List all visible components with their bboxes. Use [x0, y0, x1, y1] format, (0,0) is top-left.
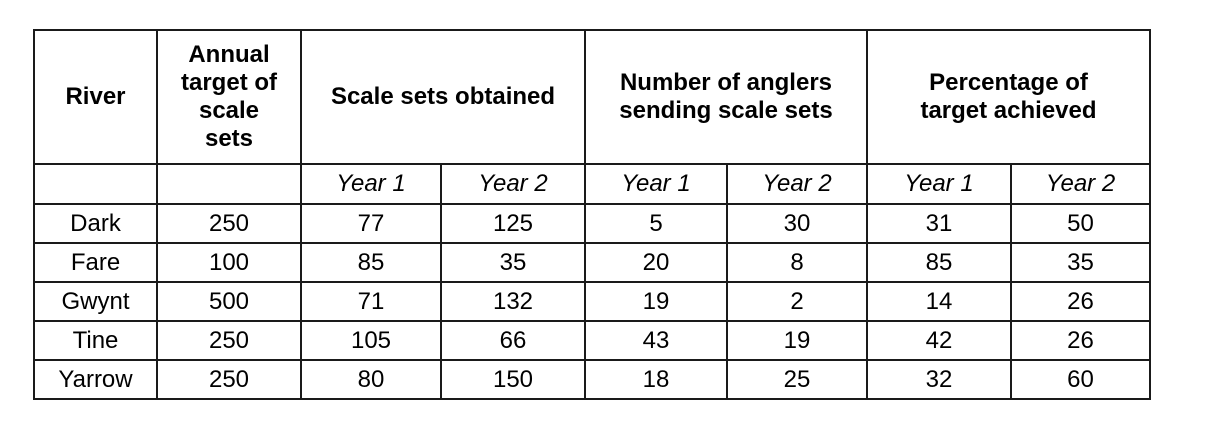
table-row: Fare 100 85 35 20 8 85 35: [33, 242, 1151, 283]
target-cell: 250: [156, 320, 302, 361]
anglers-year1-cell: 5: [584, 203, 728, 244]
percent-year2-cell: 26: [1010, 320, 1151, 361]
percent-year2-cell: 50: [1010, 203, 1151, 244]
percent-year2-cell: 60: [1010, 359, 1151, 400]
anglers-year1-cell: 19: [584, 281, 728, 322]
anglers-year2-cell: 25: [726, 359, 868, 400]
target-cell: 250: [156, 359, 302, 400]
river-cell: Dark: [33, 203, 158, 244]
percent-year2-cell: 35: [1010, 242, 1151, 283]
scale-year1-cell: 85: [300, 242, 442, 283]
header-row: River Annual target of scale sets Scale …: [33, 29, 1151, 165]
scale-year1-cell: 105: [300, 320, 442, 361]
year-cell: Year 2: [440, 163, 586, 205]
header-scale-sets: Scale sets obtained: [300, 29, 586, 165]
scale-year2-cell: 35: [440, 242, 586, 283]
percent-year1-cell: 31: [866, 203, 1012, 244]
river-cell: Tine: [33, 320, 158, 361]
anglers-year2-cell: 19: [726, 320, 868, 361]
anglers-year1-cell: 20: [584, 242, 728, 283]
table-row: Tine 250 105 66 43 19 42 26: [33, 320, 1151, 361]
table-row: Dark 250 77 125 5 30 31 50: [33, 203, 1151, 244]
scale-sets-table: River Annual target of scale sets Scale …: [33, 29, 1151, 400]
target-cell: 250: [156, 203, 302, 244]
header-anglers: Number of anglers sending scale sets: [584, 29, 868, 165]
target-cell: 500: [156, 281, 302, 322]
anglers-year2-cell: 2: [726, 281, 868, 322]
year-cell: Year 1: [300, 163, 442, 205]
scale-year2-cell: 150: [440, 359, 586, 400]
scale-year1-cell: 80: [300, 359, 442, 400]
scale-year2-cell: 132: [440, 281, 586, 322]
header-percentage: Percentage of target achieved: [866, 29, 1151, 165]
table-row: Gwynt 500 71 132 19 2 14 26: [33, 281, 1151, 322]
anglers-year1-cell: 18: [584, 359, 728, 400]
year-cell: Year 1: [584, 163, 728, 205]
river-cell: Gwynt: [33, 281, 158, 322]
anglers-year2-cell: 30: [726, 203, 868, 244]
anglers-year1-cell: 43: [584, 320, 728, 361]
percent-year1-cell: 42: [866, 320, 1012, 361]
percent-year2-cell: 26: [1010, 281, 1151, 322]
header-river: River: [33, 29, 158, 165]
year-blank: [33, 163, 158, 205]
scale-year2-cell: 125: [440, 203, 586, 244]
percent-year1-cell: 14: [866, 281, 1012, 322]
header-annual-target: Annual target of scale sets: [156, 29, 302, 165]
scale-year2-cell: 66: [440, 320, 586, 361]
year-blank: [156, 163, 302, 205]
river-cell: Fare: [33, 242, 158, 283]
year-row: Year 1 Year 2 Year 1 Year 2 Year 1 Year …: [33, 163, 1151, 205]
river-cell: Yarrow: [33, 359, 158, 400]
year-cell: Year 1: [866, 163, 1012, 205]
year-cell: Year 2: [726, 163, 868, 205]
scale-year1-cell: 77: [300, 203, 442, 244]
anglers-year2-cell: 8: [726, 242, 868, 283]
scale-year1-cell: 71: [300, 281, 442, 322]
target-cell: 100: [156, 242, 302, 283]
year-cell: Year 2: [1010, 163, 1151, 205]
percent-year1-cell: 85: [866, 242, 1012, 283]
percent-year1-cell: 32: [866, 359, 1012, 400]
table-row: Yarrow 250 80 150 18 25 32 60: [33, 359, 1151, 400]
